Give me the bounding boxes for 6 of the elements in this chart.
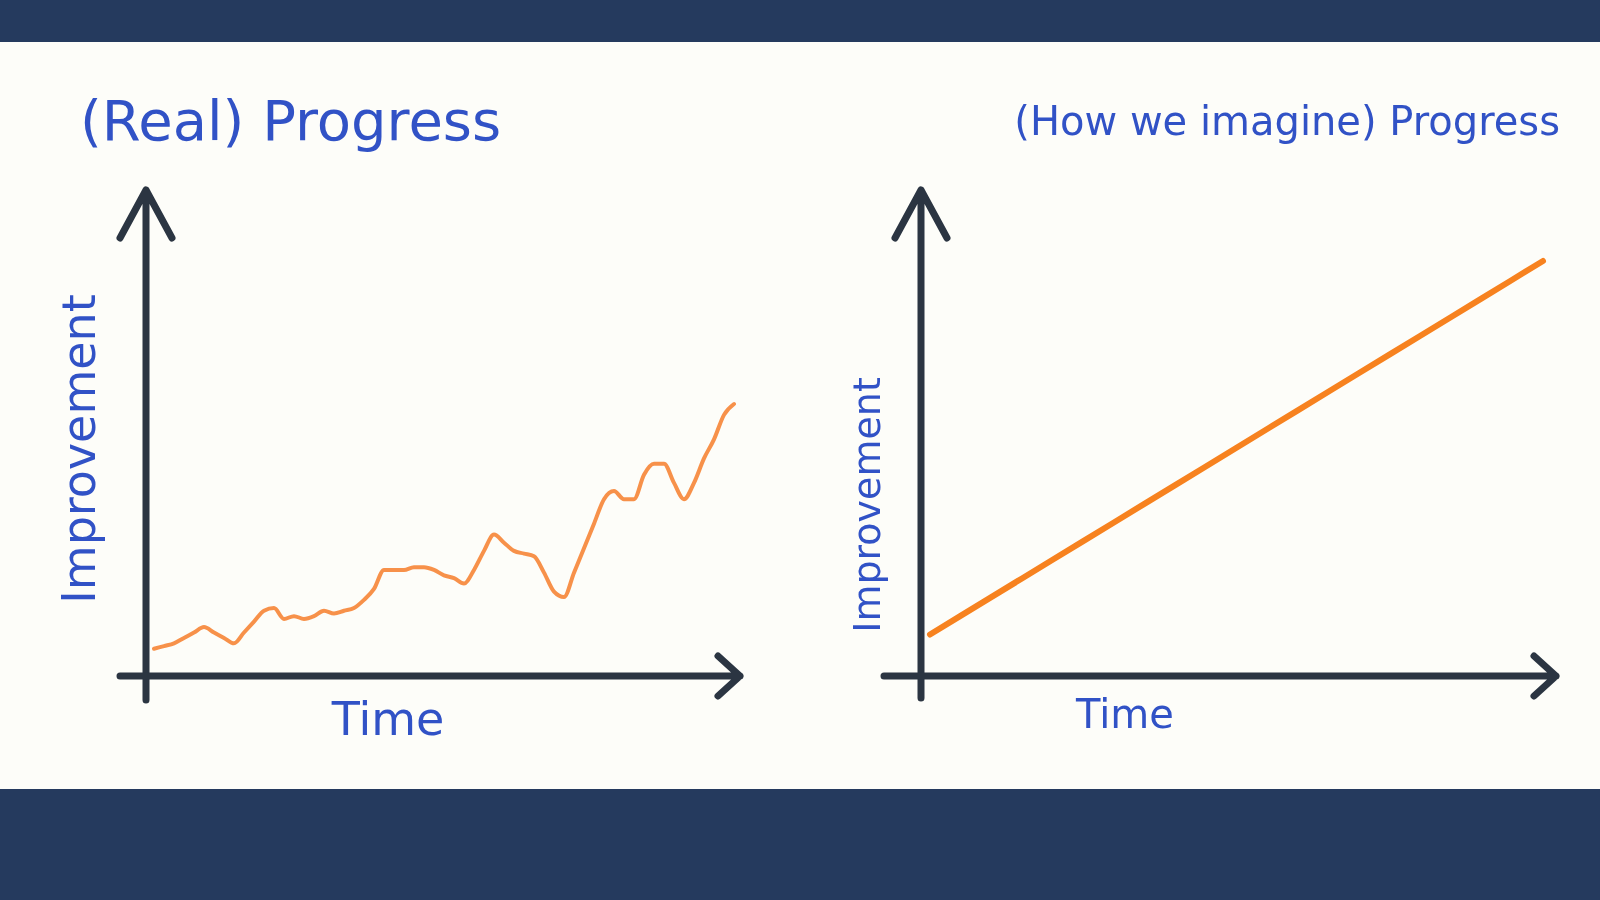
chart-title: (How we imagine) Progress	[1014, 98, 1560, 144]
chart-title: (Real) Progress	[80, 88, 502, 153]
y-axis-title: Improvement	[845, 377, 889, 633]
x-axis-title: Time	[330, 692, 445, 746]
x-axis-title: Time	[1075, 691, 1174, 737]
y-axis-title: Improvement	[52, 294, 106, 604]
